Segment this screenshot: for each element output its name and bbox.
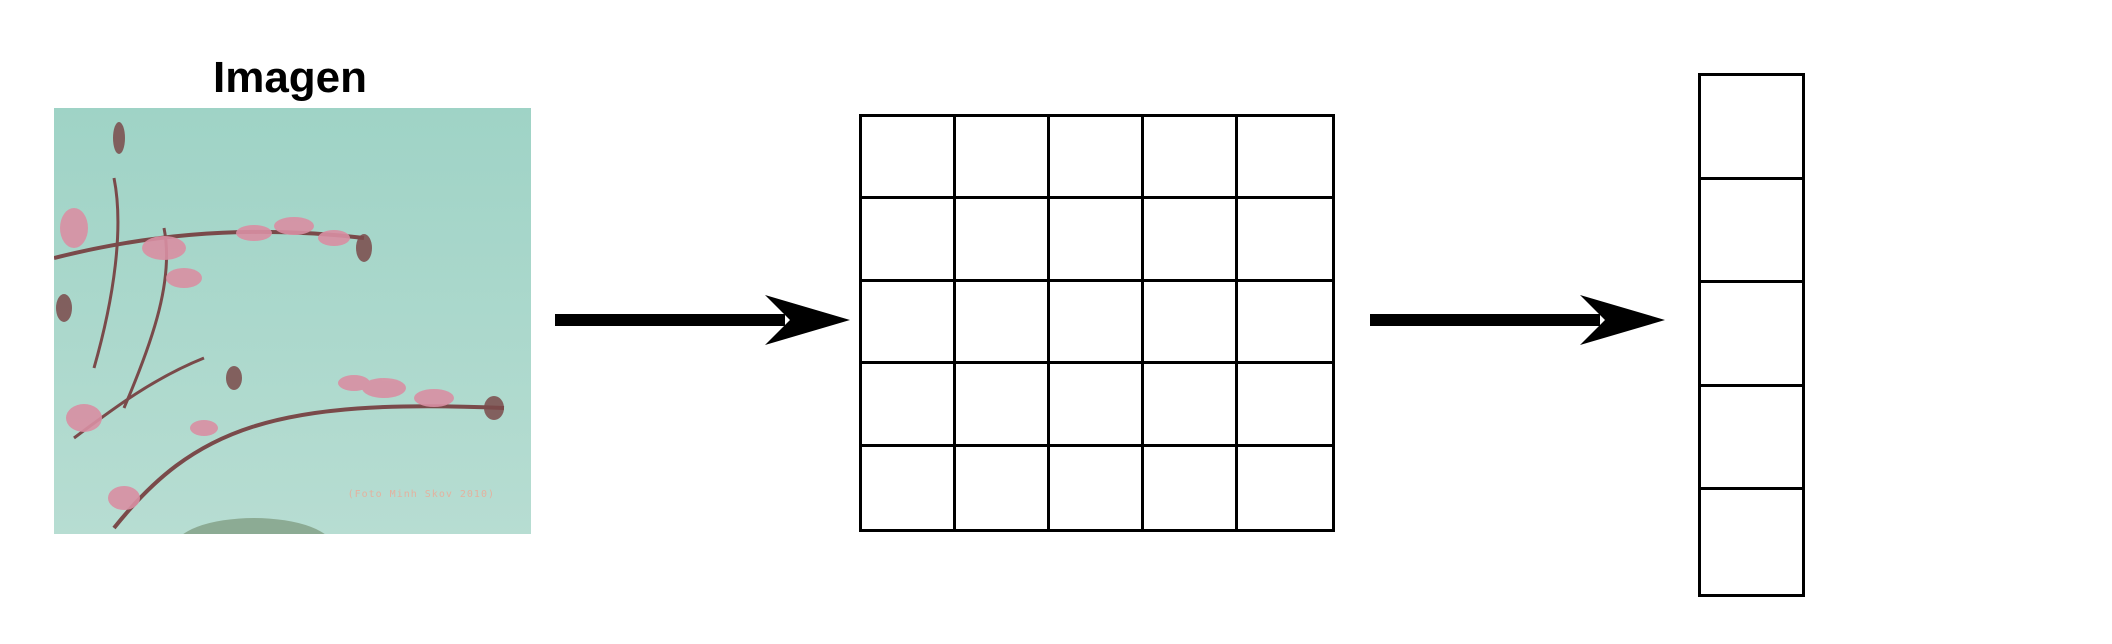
grid-cell [1050,281,1144,365]
vector-cell [1701,490,1802,594]
vector-cell [1701,76,1802,180]
arrow-grid-to-vector [1370,295,1665,345]
grid-cell [1238,447,1332,529]
grid-cell [1050,364,1144,447]
grid-cell [862,446,956,529]
grid-cell [956,117,1050,200]
grid-cell [862,281,956,365]
grid-cell [956,199,1050,282]
grid-cell [1238,199,1332,282]
grid-cell [1238,282,1332,365]
vector-cell [1701,387,1802,491]
flower-photo: (Foto Minh Skov 2010) [54,108,531,534]
grid-cell [862,199,956,282]
grid-cell [956,364,1050,447]
vector-cell [1701,180,1802,284]
flower-photo-art [54,108,531,534]
grid-cell [862,117,956,200]
grid-cell [956,446,1050,529]
grid-cell [1144,117,1238,200]
grid-cell [956,281,1050,365]
grid-cell [1238,364,1332,447]
image-title: Imagen [212,53,368,102]
photo-credit: (Foto Minh Skov 2010) [347,489,495,500]
grid-cell [1144,364,1238,447]
grid-cell [1050,446,1144,529]
grid-cell [1238,117,1332,200]
grid-cell [1144,199,1238,282]
vector-cell [1701,283,1802,387]
grid-cell [1050,117,1144,200]
grid-cell [1144,281,1238,365]
grid-cell [1050,199,1144,282]
pixel-grid-matrix [859,114,1335,532]
grid-cell [1144,446,1238,529]
grid-cell [862,364,956,447]
feature-vector [1698,73,1805,597]
arrow-image-to-grid [555,295,850,345]
